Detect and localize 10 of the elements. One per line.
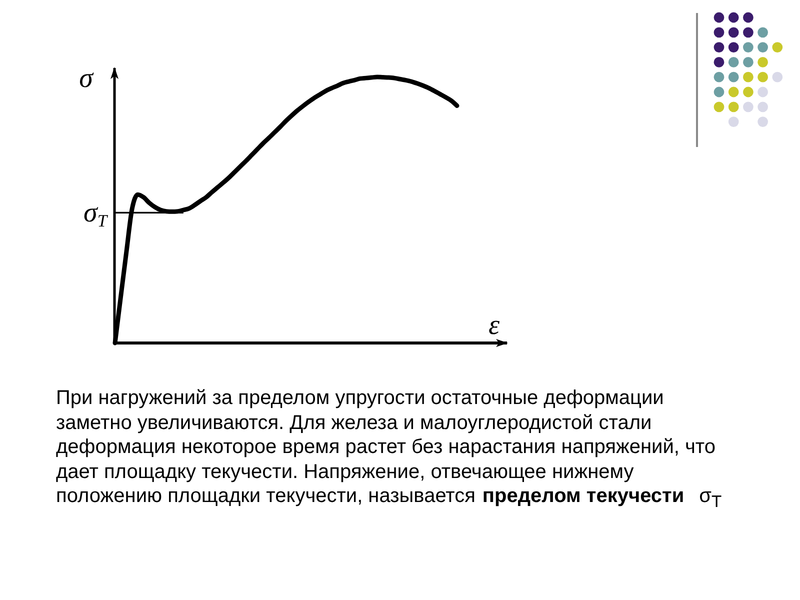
ref-line-label: σ$_{T}$ <box>84 198 108 230</box>
text: деформация некоторое время растет без нарастания напряжений, что <box>56 435 716 460</box>
text: дает площадку текучести. Напряжение, отвечающее нижнему <box>56 460 634 484</box>
text: пределом текучести <box>482 484 684 508</box>
text: σ$_{T}$ <box>699 484 722 513</box>
text: При нагружений за пределом упругости остаточные деформации <box>56 386 664 410</box>
text: заметно увеличиваются. Для железа и малоуглеродистой стали <box>56 410 652 435</box>
y-axis-title: σ <box>79 63 94 94</box>
x-axis-title: ε <box>488 310 500 341</box>
text: положению площадки текучести, называется <box>56 484 476 508</box>
